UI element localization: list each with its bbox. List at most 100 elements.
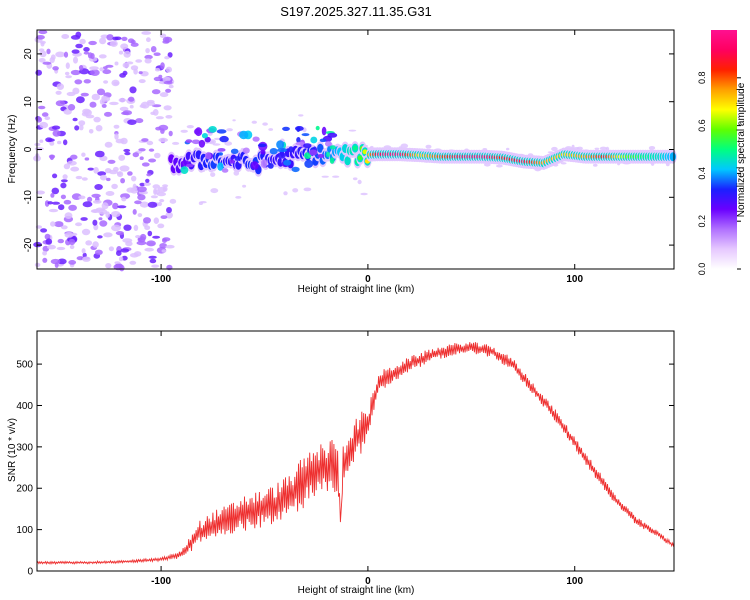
noise-speckle — [104, 111, 112, 117]
noise-speckle — [103, 232, 113, 238]
noise-speckle — [47, 244, 56, 250]
burst-blob — [260, 159, 268, 169]
noise-speckle — [81, 248, 86, 254]
burst-blob — [242, 147, 250, 154]
noise-speckle — [51, 125, 61, 130]
track-core — [235, 162, 241, 168]
burst-blob — [329, 157, 335, 164]
noise-speckle — [87, 52, 93, 59]
burst-blob — [269, 148, 278, 155]
noise-speckle — [50, 258, 61, 265]
noise-speckle — [71, 49, 80, 54]
burst-blob — [277, 152, 286, 159]
noise-speckle — [50, 221, 56, 227]
noise-speckle — [80, 92, 89, 97]
noise-speckle — [88, 129, 94, 134]
noise-speckle — [145, 178, 150, 183]
noise-speckle — [57, 140, 62, 145]
halo-speckle — [169, 198, 177, 204]
noise-speckle — [82, 201, 93, 208]
noise-speckle — [117, 205, 127, 209]
burst-blob — [252, 136, 260, 142]
noise-speckle — [129, 260, 137, 265]
noise-speckle — [67, 104, 76, 111]
noise-speckle — [115, 231, 124, 236]
y-tick-label: 10 — [23, 96, 34, 108]
noise-speckle — [98, 54, 107, 59]
noise-speckle — [42, 61, 52, 65]
noise-speckle — [36, 190, 45, 195]
noise-speckle — [78, 65, 84, 71]
noise-speckle — [97, 235, 103, 239]
x-tick-label: 0 — [365, 274, 371, 285]
x-tick-label: 100 — [566, 274, 583, 285]
noise-speckle — [95, 249, 103, 255]
noise-speckle — [35, 69, 42, 76]
track-core — [345, 158, 351, 164]
x-tick-label: -100 — [151, 576, 171, 587]
colorbar-tick-label: 0.6 — [697, 119, 707, 132]
noise-speckle — [89, 66, 99, 71]
halo-speckle — [283, 191, 288, 196]
noise-speckle — [113, 81, 120, 86]
halo-speckle — [352, 177, 358, 181]
noise-speckle — [152, 184, 161, 189]
halo-speckle — [298, 114, 304, 117]
noise-speckle — [165, 88, 172, 93]
noise-speckle — [150, 46, 157, 53]
noise-speckle — [55, 100, 66, 107]
noise-speckle — [160, 62, 165, 70]
burst-blob — [234, 156, 242, 161]
halo-speckle — [172, 141, 180, 145]
noise-speckle — [136, 240, 147, 246]
noise-speckle — [95, 125, 103, 132]
halo-speckle — [232, 119, 236, 122]
y-tick-label: 400 — [16, 401, 33, 412]
burst-blob — [219, 135, 229, 143]
burst-blob — [319, 138, 327, 143]
noise-speckle — [135, 235, 141, 239]
noise-speckle — [34, 262, 41, 267]
noise-speckle — [138, 79, 146, 84]
noise-speckle — [121, 111, 130, 116]
noise-speckle — [73, 56, 78, 64]
burst-blob — [296, 137, 301, 143]
noise-speckle — [113, 166, 119, 172]
noise-speckle — [78, 120, 86, 126]
noise-speckle — [63, 108, 72, 115]
noise-speckle — [95, 207, 106, 212]
burst-blob — [317, 154, 325, 158]
burst-blob — [267, 163, 274, 169]
noise-speckle — [60, 225, 68, 230]
noise-speckle — [139, 156, 144, 160]
noise-speckle — [60, 182, 67, 189]
noise-speckle — [155, 116, 164, 120]
noise-speckle — [91, 193, 101, 198]
burst-blob — [229, 159, 235, 164]
y-tick-label: -20 — [23, 237, 34, 252]
noise-speckle — [93, 200, 102, 204]
burst-blob — [327, 132, 338, 138]
noise-speckle — [162, 76, 171, 82]
noise-speckle — [64, 212, 73, 220]
snr-axes: -100 0 100 0 100 200 300 400 500 — [16, 331, 674, 587]
noise-speckle — [152, 235, 161, 239]
noise-speckle — [40, 228, 48, 233]
halo-speckle — [348, 129, 357, 132]
noise-speckle — [126, 187, 135, 193]
halo-speckle — [360, 192, 368, 196]
noise-speckle — [157, 201, 162, 207]
noise-speckle — [148, 148, 155, 152]
noise-speckle — [123, 50, 131, 58]
noise-speckle — [98, 217, 103, 221]
noise-speckle — [56, 246, 66, 251]
y-tick-label: -10 — [23, 190, 34, 205]
colorbar: 0.0 0.2 0.4 0.6 0.8 Normalized spectral ampl… — [697, 30, 747, 275]
noise-speckle — [146, 240, 156, 247]
noise-speckle — [118, 98, 127, 103]
halo-speckle — [251, 120, 257, 124]
noise-speckle — [160, 128, 165, 134]
noise-speckle — [52, 130, 61, 137]
halo-speckle — [321, 175, 329, 178]
